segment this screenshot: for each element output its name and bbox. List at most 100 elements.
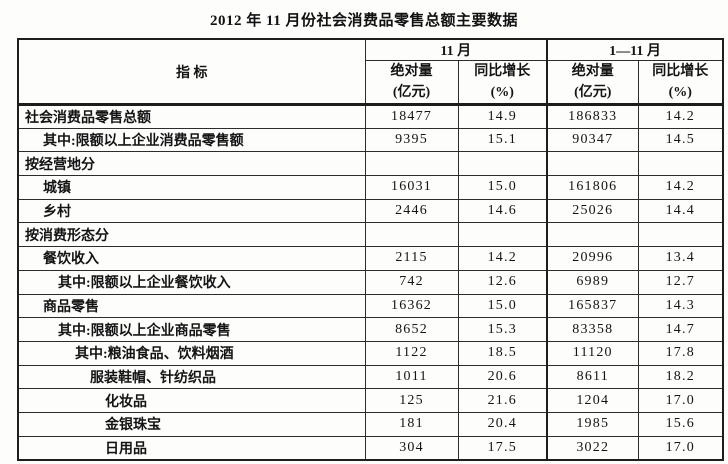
cell-ytd-abs xyxy=(546,222,639,248)
table-header: 指 标 11 月 1—11 月 绝对量 (亿元) 同比增长 (%) 绝对量 (亿… xyxy=(17,38,724,106)
cell-nov-abs: 9395 xyxy=(364,127,459,153)
cell-ytd-abs: 83358 xyxy=(546,317,639,342)
group-header-nov: 11 月 xyxy=(364,38,548,61)
table-row: 商品零售 16362 15.0 165837 14.3 xyxy=(17,293,724,319)
cell-nov-growth xyxy=(457,222,548,248)
cell-ytd-growth: 17.0 xyxy=(637,435,724,461)
cell-ytd-abs: 11120 xyxy=(546,340,639,366)
subheader-growth-ytd: 同比增长 (%) xyxy=(637,60,724,106)
row-label: 乡村 xyxy=(17,198,366,224)
table-row: 社会消费品零售总额 18477 14.9 186833 14.2 xyxy=(17,104,724,129)
subheader-growth-nov: 同比增长 (%) xyxy=(457,60,548,106)
row-label: 服装鞋帽、针纺织品 xyxy=(17,364,366,390)
sub-header-row: 绝对量 (亿元) 同比增长 (%) 绝对量 (亿元) 同比增长 (%) xyxy=(18,60,724,106)
cell-nov-growth: 14.2 xyxy=(457,246,548,271)
cell-ytd-growth: 14.4 xyxy=(637,198,724,224)
cell-nov-abs: 16362 xyxy=(364,293,459,319)
cell-ytd-abs: 25026 xyxy=(546,198,639,224)
cell-nov-growth: 18.5 xyxy=(457,340,548,366)
indicator-header: 指 标 xyxy=(17,38,366,106)
cell-ytd-growth xyxy=(637,151,724,177)
row-label: 其中:限额以上企业餐饮收入 xyxy=(17,269,366,295)
row-label: 社会消费品零售总额 xyxy=(17,104,366,129)
subheader-growth-nov-label: 同比增长 xyxy=(474,64,531,79)
subheader-abs-nov-label: 绝对量 xyxy=(390,64,433,79)
cell-ytd-growth: 12.7 xyxy=(637,269,724,295)
cell-nov-growth: 15.3 xyxy=(457,317,548,342)
table-row: 乡村 2446 14.6 25026 14.4 xyxy=(17,198,724,224)
table-row: 日用品 304 17.5 3022 17.0 xyxy=(17,435,724,461)
subheader-growth-ytd-unit: (%) xyxy=(668,85,692,100)
subheader-abs-ytd-label: 绝对量 xyxy=(571,64,614,79)
subheader-growth-nov-unit: (%) xyxy=(490,85,514,100)
table-row: 其中:限额以上企业商品零售 8652 15.3 83358 14.7 xyxy=(17,317,724,342)
table-row: 其中:粮油食品、饮料烟酒 1122 18.5 11120 17.8 xyxy=(17,340,724,366)
cell-nov-growth: 15.0 xyxy=(457,293,548,319)
cell-ytd-abs: 6989 xyxy=(546,269,639,295)
subheader-abs-nov-unit: (亿元) xyxy=(392,85,431,100)
cell-nov-growth: 15.1 xyxy=(457,127,548,153)
row-label: 按消费形态分 xyxy=(17,222,366,248)
subheader-abs-ytd-unit: (亿元) xyxy=(574,85,612,100)
table-row: 化妆品 125 21.6 1204 17.0 xyxy=(17,388,724,413)
cell-nov-growth: 14.6 xyxy=(457,198,548,224)
cell-nov-growth: 21.6 xyxy=(457,388,548,413)
cell-nov-abs: 18477 xyxy=(364,104,459,129)
row-label: 城镇 xyxy=(17,175,366,200)
cell-ytd-abs: 161806 xyxy=(546,175,639,200)
table-row: 按消费形态分 xyxy=(17,222,724,248)
table-row: 其中:限额以上企业消费品零售额 9395 15.1 90347 14.5 xyxy=(17,127,724,153)
cell-ytd-abs: 90347 xyxy=(546,127,639,153)
cell-nov-growth: 17.5 xyxy=(457,435,548,461)
row-label: 其中:限额以上企业商品零售 xyxy=(17,317,366,342)
row-label: 金银珠宝 xyxy=(17,411,366,437)
cell-nov-abs xyxy=(364,151,459,177)
cell-ytd-abs: 165837 xyxy=(546,293,639,319)
table-row: 餐饮收入 2115 14.2 20996 13.4 xyxy=(17,246,724,271)
cell-ytd-growth: 15.6 xyxy=(637,411,724,437)
cell-nov-abs: 1011 xyxy=(364,364,459,390)
cell-ytd-growth: 14.3 xyxy=(637,293,724,319)
row-label: 餐饮收入 xyxy=(17,246,366,271)
cell-ytd-growth: 14.5 xyxy=(637,127,724,153)
table-body: 社会消费品零售总额 18477 14.9 186833 14.2 其中:限额以上… xyxy=(17,104,724,461)
cell-ytd-growth: 14.2 xyxy=(637,175,724,200)
row-label: 其中:限额以上企业消费品零售额 xyxy=(17,127,366,153)
cell-nov-abs: 16031 xyxy=(364,175,459,200)
row-label: 其中:粮油食品、饮料烟酒 xyxy=(17,340,366,366)
page-title: 2012 年 11 月份社会消费品零售总额主要数据 xyxy=(210,13,518,29)
cell-nov-abs: 304 xyxy=(364,435,459,461)
cell-nov-abs: 1122 xyxy=(364,340,459,366)
row-label: 化妆品 xyxy=(17,388,366,413)
group-header-ytd: 1—11 月 xyxy=(546,38,724,61)
cell-nov-abs: 742 xyxy=(364,269,459,295)
cell-nov-growth: 15.0 xyxy=(457,175,548,200)
cell-ytd-growth: 14.2 xyxy=(637,104,724,129)
table-row: 其中:限额以上企业餐饮收入 742 12.6 6989 12.7 xyxy=(17,269,724,295)
row-label: 商品零售 xyxy=(17,293,366,319)
cell-nov-growth xyxy=(457,151,548,177)
group-header-row: 指 标 11 月 1—11 月 xyxy=(17,38,724,106)
subheader-growth-ytd-label: 同比增长 xyxy=(652,64,709,79)
table-row: 服装鞋帽、针纺织品 1011 20.6 8611 18.2 xyxy=(17,364,724,390)
cell-nov-abs: 8652 xyxy=(364,317,459,342)
cell-ytd-growth: 14.7 xyxy=(637,317,724,342)
cell-ytd-growth: 17.0 xyxy=(637,388,724,413)
cell-nov-abs: 125 xyxy=(364,388,459,413)
cell-ytd-abs: 8611 xyxy=(546,364,639,390)
cell-nov-abs: 181 xyxy=(364,411,459,437)
cell-ytd-abs: 1985 xyxy=(546,411,639,437)
retail-sales-table: 指 标 11 月 1—11 月 绝对量 (亿元) 同比增长 (%) 绝对量 (亿… xyxy=(17,38,725,461)
cell-ytd-growth: 18.2 xyxy=(637,364,724,390)
cell-ytd-abs xyxy=(546,151,639,177)
cell-ytd-growth xyxy=(637,222,724,248)
cell-ytd-abs: 186833 xyxy=(546,104,639,129)
cell-ytd-growth: 13.4 xyxy=(637,246,724,271)
table-row: 金银珠宝 181 20.4 1985 15.6 xyxy=(17,411,724,437)
cell-nov-growth: 20.6 xyxy=(457,364,548,390)
cell-nov-growth: 14.9 xyxy=(457,104,548,129)
row-label: 按经营地分 xyxy=(17,151,366,177)
table-row: 城镇 16031 15.0 161806 14.2 xyxy=(17,175,724,200)
row-label: 日用品 xyxy=(17,435,366,461)
